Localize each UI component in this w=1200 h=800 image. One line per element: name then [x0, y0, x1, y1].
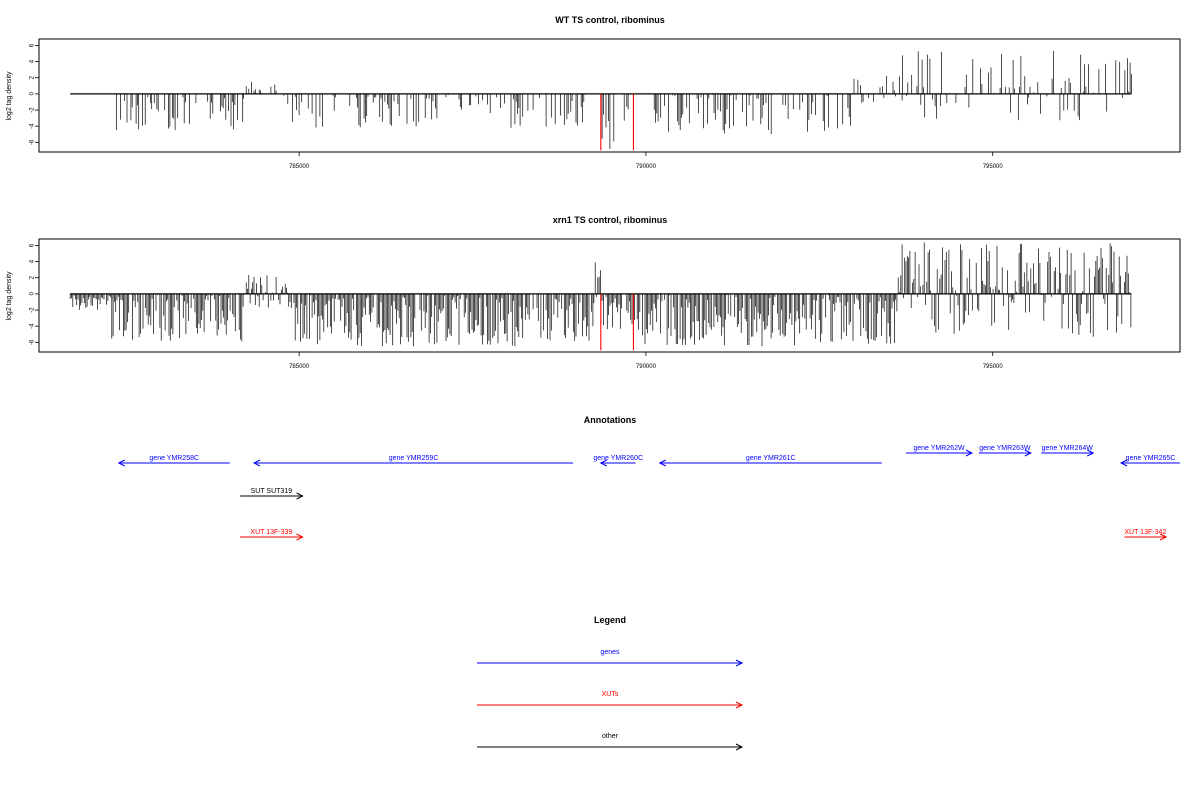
- x-tick-label: 795000: [983, 164, 1004, 170]
- annotation-feature: gene YMR262W: [906, 445, 974, 457]
- xrn1-y-axis-label: log2 tag density: [6, 271, 13, 321]
- feature-arrow-head: [1119, 459, 1128, 467]
- legend-entries: genes XUTs other: [477, 649, 744, 751]
- feature-arrow-head: [965, 449, 974, 457]
- annotations-panel: Annotations gene YMR258C gene YMR259C gene…: [117, 415, 1180, 541]
- legend-arrow-head: [735, 659, 744, 667]
- feature-label: gene YMR262W: [913, 445, 965, 452]
- wt-plot-frame: [38, 38, 1181, 153]
- annotation-feature: gene YMR263W: [978, 445, 1032, 457]
- legend-label: XUTs: [602, 691, 619, 698]
- y-tick-label: 4: [30, 259, 36, 263]
- legend-entry: genes: [477, 649, 744, 667]
- wt-y-axis: 6 4 2 0 -2 -4 -6: [30, 43, 39, 145]
- annotation-feature: gene YMR259C: [252, 455, 574, 467]
- feature-arrow-head: [1087, 449, 1095, 457]
- legend-label: genes: [600, 649, 620, 656]
- wt-track-panel: WT TS control, ribominus log2 tag densit…: [6, 15, 1181, 170]
- feature-label: gene YMR259C: [389, 455, 439, 462]
- legend-arrow-head: [735, 701, 744, 709]
- x-tick-label: 785000: [289, 364, 310, 370]
- x-tick-label: 790000: [636, 164, 657, 170]
- feature-arrow-head: [296, 492, 304, 500]
- annotation-feature: gene YMR258C: [117, 455, 230, 467]
- legend-arrow-head: [735, 743, 744, 751]
- x-tick-label: 790000: [636, 364, 657, 370]
- wt-signal-bars: [70, 51, 1132, 149]
- y-tick-label: 2: [30, 75, 36, 79]
- wt-y-axis-label: log2 tag density: [6, 71, 13, 121]
- feature-arrow-head: [599, 459, 608, 467]
- annotation-features: gene YMR258C gene YMR259C gene YMR260C gene…: [117, 445, 1180, 541]
- x-tick-label: 785000: [289, 164, 310, 170]
- wt-track-title: WT TS control, ribominus: [555, 15, 665, 25]
- legend-title: Legend: [594, 615, 626, 625]
- feature-arrow-head: [658, 459, 667, 467]
- y-tick-label: -2: [30, 307, 36, 313]
- y-tick-label: 6: [30, 43, 36, 47]
- y-tick-label: 6: [30, 243, 36, 247]
- feature-arrow-head: [296, 533, 304, 541]
- feature-label: gene YMR261C: [746, 455, 796, 462]
- feature-label: gene YMR260C: [593, 455, 643, 462]
- feature-label: gene YMR264W: [1042, 445, 1094, 452]
- y-tick-label: 4: [30, 59, 36, 63]
- y-tick-label: -2: [30, 107, 36, 113]
- xrn1-signal-bars: [69, 242, 1132, 347]
- y-tick-label: -6: [30, 139, 36, 145]
- annotation-feature: gene YMR261C: [658, 455, 882, 467]
- annotation-feature: XUT 13F-342: [1124, 529, 1168, 541]
- feature-arrow-head: [117, 459, 125, 467]
- xrn1-track-title: xrn1 TS control, ribominus: [553, 215, 668, 225]
- annotation-feature: gene YMR265C: [1119, 455, 1180, 467]
- legend-label: other: [602, 733, 619, 740]
- legend-entry: XUTs: [477, 691, 744, 709]
- legend-entry: other: [477, 733, 744, 751]
- annotation-feature: gene YMR264W: [1041, 445, 1095, 457]
- y-tick-label: -6: [30, 339, 36, 345]
- feature-label: XUT 13F-342: [1124, 529, 1166, 536]
- feature-label: XUT 13F-339: [250, 529, 292, 536]
- legend-panel: Legend genes XUTs other: [477, 615, 744, 751]
- annotation-feature: SUT SUT319: [240, 488, 304, 500]
- feature-arrow-head: [252, 459, 261, 467]
- y-tick-label: 0: [30, 292, 36, 296]
- y-tick-label: 0: [30, 92, 36, 96]
- y-tick-label: -4: [30, 323, 36, 329]
- feature-label: gene YMR263W: [979, 445, 1031, 452]
- wt-x-axis: 785000 790000 795000: [289, 152, 1003, 170]
- xrn1-track-panel: xrn1 TS control, ribominus log2 tag dens…: [6, 215, 1181, 370]
- xrn1-x-axis: 785000 790000 795000: [289, 352, 1003, 370]
- annotation-feature: XUT 13F-339: [240, 529, 304, 541]
- annotation-feature: gene YMR260C: [593, 455, 643, 467]
- feature-arrow-head: [1024, 449, 1032, 457]
- feature-label: gene YMR265C: [1126, 455, 1176, 462]
- x-tick-label: 795000: [983, 364, 1004, 370]
- y-tick-label: -4: [30, 123, 36, 129]
- xrn1-highlight-marks: [600, 293, 634, 351]
- annotations-title: Annotations: [584, 415, 637, 425]
- feature-label: SUT SUT319: [251, 488, 293, 495]
- feature-label: gene YMR258C: [149, 455, 199, 462]
- xrn1-y-axis: 6 4 2 0 -2 -4 -6: [30, 243, 39, 345]
- wt-highlight-marks: [600, 93, 634, 151]
- feature-arrow-head: [1159, 533, 1168, 541]
- xrn1-plot-frame: [38, 238, 1181, 353]
- y-tick-label: 2: [30, 275, 36, 279]
